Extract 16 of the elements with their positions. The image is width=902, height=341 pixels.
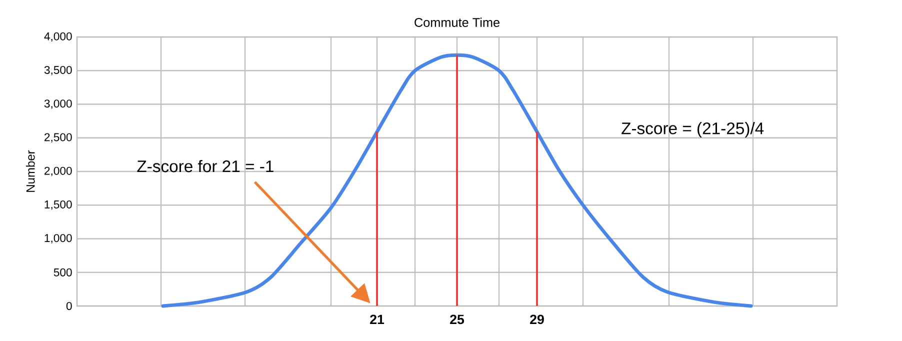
y-tick-label: 3,500 [44,66,72,76]
y-tick-label: 500 [54,268,72,276]
chart-title: Commute Time [414,18,500,27]
x-tick-label: 21 [370,314,384,324]
annotation: Z-score = (21-25)/4 [622,122,764,138]
y-tick-label: 1,500 [44,200,72,210]
annotation: Z-score for 21 = -1 [137,160,274,172]
y-tick-label: 2,500 [44,133,72,143]
y-tick-label: 0 [66,302,72,310]
y-tick-label: 1,000 [44,234,72,244]
y-tick-label: 2,000 [44,166,72,176]
y-axis-title: Number [26,150,35,192]
y-tick-label: 3,000 [44,100,72,109]
x-tick-label: 25 [450,314,464,324]
y-tick-label: 4,000 [44,32,72,42]
x-tick-label: 29 [530,314,544,324]
